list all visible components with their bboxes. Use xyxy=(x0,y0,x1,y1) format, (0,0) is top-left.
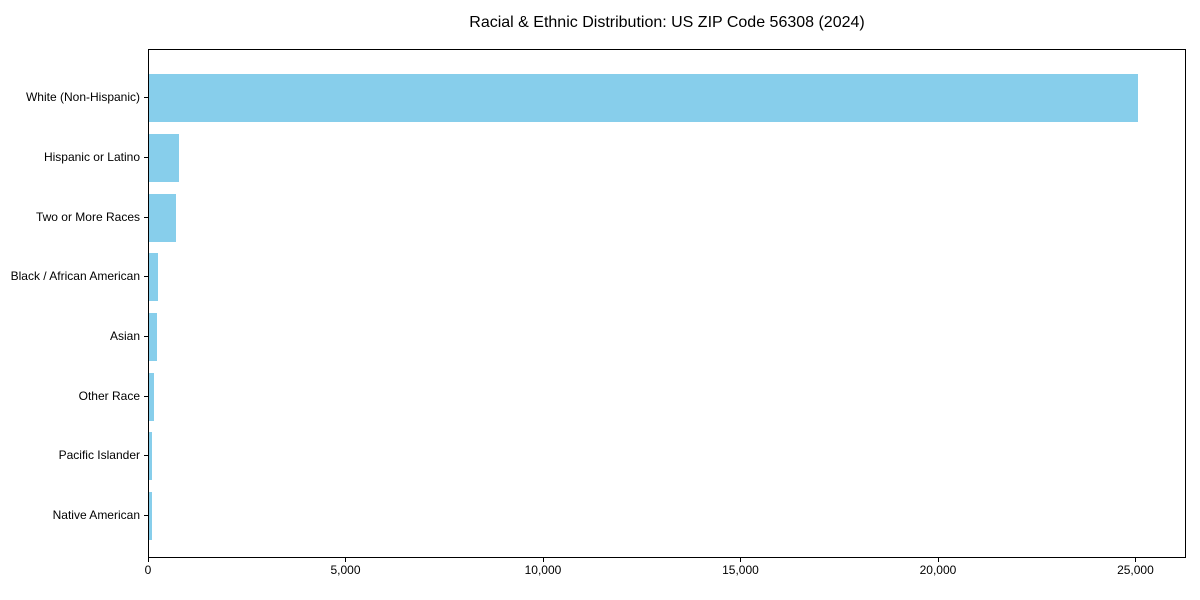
x-tick-mark xyxy=(937,558,939,562)
x-tick-mark xyxy=(148,558,149,562)
x-tick-mark xyxy=(345,558,347,562)
x-tick-mark xyxy=(1135,558,1137,562)
y-tick-label-pacific-islander: Pacific Islander xyxy=(58,448,140,463)
bar-asian xyxy=(149,312,158,361)
chart-title: Racial & Ethnic Distribution: US ZIP Cod… xyxy=(469,14,865,31)
bar-hispanic-or-latino xyxy=(149,133,180,182)
y-tick-mark xyxy=(144,97,148,99)
x-tick-label-20-000: 20,000 xyxy=(919,563,957,577)
y-tick-label-white-non-hispanic: White (Non-Hispanic) xyxy=(25,90,140,105)
bar-white-non-hispanic xyxy=(149,74,1139,123)
y-tick-mark xyxy=(144,335,148,337)
y-tick-label-native-american: Native American xyxy=(52,507,140,522)
bar-two-or-more-races xyxy=(149,193,177,242)
x-tick-label-0: 0 xyxy=(144,563,152,577)
y-tick-label-hispanic-or-latino: Hispanic or Latino xyxy=(43,149,140,164)
y-tick-mark xyxy=(144,514,148,516)
bar-other-race xyxy=(149,372,155,421)
y-tick-label-asian: Asian xyxy=(109,328,140,343)
bar-pacific-islander xyxy=(149,432,153,481)
x-tick-mark xyxy=(542,558,544,562)
plot-area xyxy=(148,49,1186,558)
x-tick-label-25-000: 25,000 xyxy=(1117,563,1154,577)
y-tick-mark xyxy=(144,455,148,457)
y-tick-label-black-african-american: Black / African American xyxy=(10,269,140,284)
y-tick-label-two-or-more-races: Two or More Races xyxy=(35,209,140,224)
bar-native-american xyxy=(149,491,152,540)
x-tick-label-15-000: 15,000 xyxy=(722,563,759,577)
x-tick-label-10-000: 10,000 xyxy=(524,563,562,577)
y-tick-mark xyxy=(144,395,148,397)
x-tick-label-5-000: 5,000 xyxy=(330,563,361,577)
y-tick-label-other-race: Other Race xyxy=(78,388,140,403)
y-tick-mark xyxy=(144,216,148,218)
bar-black-african-american xyxy=(149,253,159,302)
y-tick-mark xyxy=(144,276,148,278)
y-tick-mark xyxy=(144,156,148,158)
x-tick-mark xyxy=(740,558,742,562)
